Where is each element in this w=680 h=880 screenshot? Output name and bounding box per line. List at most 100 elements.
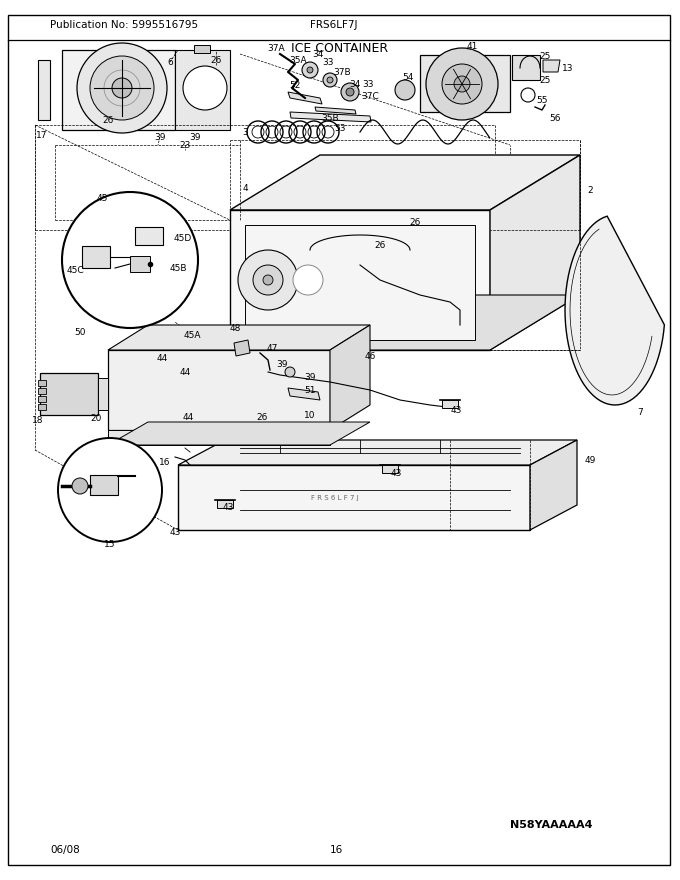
Circle shape [302,62,318,78]
Circle shape [346,88,354,96]
Polygon shape [245,225,475,340]
Text: 39: 39 [189,133,201,142]
Text: 39: 39 [304,372,316,382]
Text: 49: 49 [584,456,596,465]
Text: F R S 6 L F 7 J: F R S 6 L F 7 J [311,495,359,501]
Circle shape [90,56,154,120]
Polygon shape [530,440,577,530]
Text: 25: 25 [539,76,551,84]
Text: 44: 44 [156,354,168,363]
Circle shape [72,478,88,494]
Text: 26: 26 [210,55,222,64]
Text: 50: 50 [74,327,86,336]
Text: 34: 34 [312,49,324,58]
Circle shape [112,78,132,98]
Text: 23: 23 [180,141,190,150]
Polygon shape [178,465,530,530]
Polygon shape [288,388,320,400]
Text: 43: 43 [169,527,181,537]
Polygon shape [230,155,580,210]
Text: 3: 3 [242,128,248,136]
Text: 45D: 45D [174,233,192,243]
Text: 2: 2 [588,186,593,194]
Polygon shape [108,325,370,350]
Text: 16: 16 [330,845,343,855]
Circle shape [58,438,162,542]
Text: 26: 26 [102,115,114,124]
Text: 45: 45 [97,194,107,202]
Text: 37C: 37C [361,92,379,100]
Circle shape [285,367,295,377]
Text: 39: 39 [276,360,288,369]
Text: 46: 46 [364,351,375,361]
Circle shape [238,250,298,310]
Polygon shape [108,430,330,445]
Polygon shape [288,92,322,104]
Text: 39: 39 [154,133,166,142]
Text: 20: 20 [90,414,102,422]
Polygon shape [565,216,664,405]
Text: 53: 53 [335,123,345,133]
Polygon shape [490,155,580,350]
Text: 25: 25 [539,52,551,61]
Circle shape [395,80,415,100]
Polygon shape [330,325,370,430]
Text: ICE CONTAINER: ICE CONTAINER [292,41,388,55]
Text: FRS6LF7J: FRS6LF7J [310,20,358,30]
Text: 41: 41 [466,41,477,50]
Text: 45C: 45C [66,266,84,275]
Text: 37B: 37B [333,68,351,77]
Text: 43: 43 [222,502,234,511]
Text: N58YAAAAA4: N58YAAAAA4 [510,820,592,830]
Text: 55: 55 [537,96,548,105]
Polygon shape [217,500,233,508]
Circle shape [341,83,359,101]
Polygon shape [290,112,371,122]
Circle shape [454,76,470,92]
Circle shape [442,64,482,104]
Circle shape [253,265,283,295]
Text: 45A: 45A [183,331,201,340]
Text: 56: 56 [549,114,561,122]
Polygon shape [512,55,540,80]
Text: 17: 17 [36,130,48,140]
Text: 33: 33 [322,57,334,67]
Text: 35A: 35A [289,55,307,64]
Text: 7: 7 [637,407,643,416]
Bar [38,388,46,394]
Polygon shape [175,50,230,130]
Polygon shape [230,210,490,350]
Polygon shape [194,45,210,53]
Text: 13: 13 [562,63,574,72]
Text: Publication No: 5995516795: Publication No: 5995516795 [50,20,198,30]
Circle shape [62,192,198,328]
Circle shape [263,275,273,285]
Text: 35B: 35B [321,114,339,122]
Text: 33: 33 [362,79,374,89]
Text: 26: 26 [374,240,386,250]
Polygon shape [543,60,560,72]
Circle shape [293,265,323,295]
Text: 54: 54 [403,72,413,82]
Text: 18: 18 [32,415,44,424]
Bar [38,380,46,386]
Circle shape [426,48,498,120]
Text: 44: 44 [182,413,194,422]
Bar [38,404,46,410]
Text: 44: 44 [180,368,190,377]
Polygon shape [315,107,356,114]
Text: 15: 15 [104,539,116,548]
Text: 34: 34 [350,79,360,89]
Circle shape [327,77,333,83]
Circle shape [183,66,227,110]
Text: 26: 26 [409,217,421,226]
Bar [90,475,118,495]
Polygon shape [234,340,250,356]
Text: 26: 26 [256,413,268,422]
Polygon shape [62,50,175,130]
Polygon shape [442,400,458,408]
Circle shape [323,73,337,87]
Text: 37A: 37A [267,43,285,53]
Polygon shape [38,60,50,120]
Text: 06/08: 06/08 [50,845,80,855]
